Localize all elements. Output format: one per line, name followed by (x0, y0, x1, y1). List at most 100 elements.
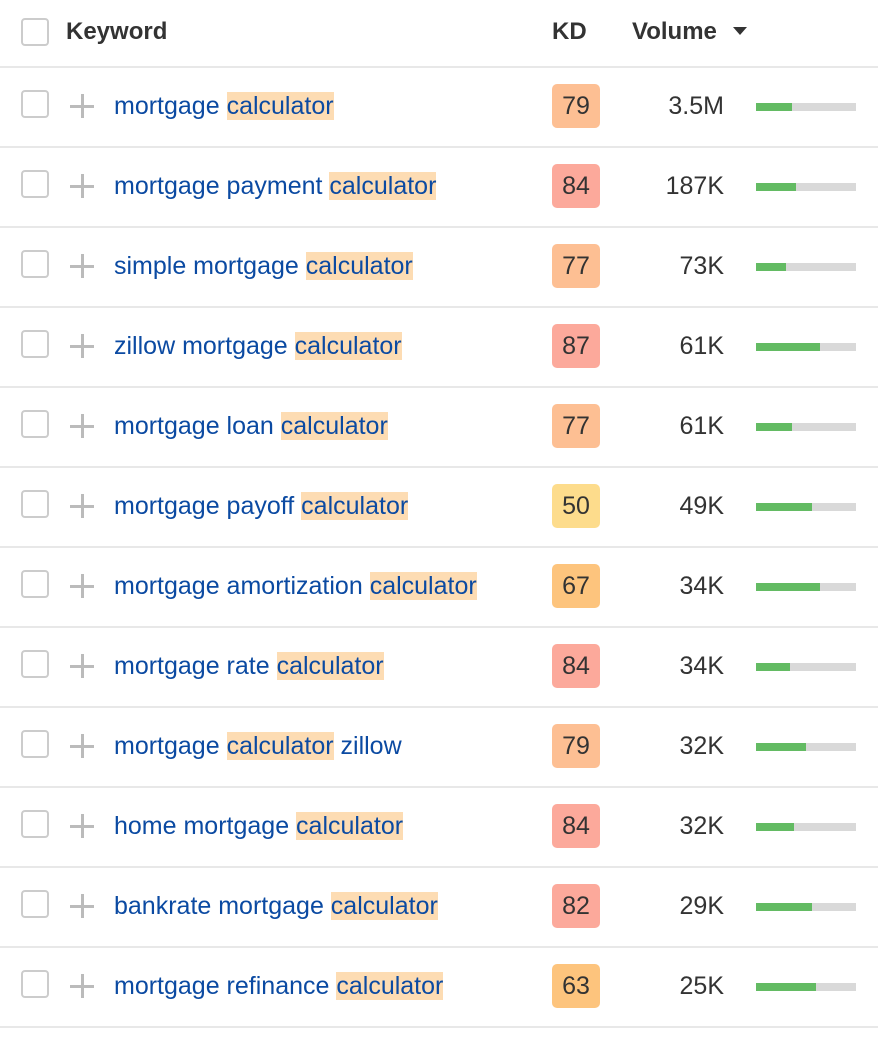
volume-bar (756, 903, 856, 911)
volume-bar (756, 103, 856, 111)
plus-icon[interactable] (70, 734, 94, 758)
volume-bar-fill (756, 983, 816, 991)
row-checkbox[interactable] (21, 890, 49, 918)
volume-bar (756, 583, 856, 591)
kd-badge: 63 (552, 964, 600, 1008)
kd-badge: 84 (552, 164, 600, 208)
table-row: mortgage payment calculator 84 187K (0, 148, 878, 228)
keyword-link[interactable]: mortgage rate calculator (114, 648, 514, 684)
row-checkbox[interactable] (21, 650, 49, 678)
keyword-highlight: calculator (336, 972, 444, 1000)
kd-badge: 79 (552, 84, 600, 128)
keyword-highlight: calculator (294, 332, 402, 360)
plus-icon[interactable] (70, 174, 94, 198)
kd-badge: 84 (552, 804, 600, 848)
volume-bar (756, 503, 856, 511)
keyword-text: zillow mortgage (114, 332, 295, 360)
keyword-column-header[interactable]: Keyword (66, 18, 168, 45)
kd-badge: 67 (552, 564, 600, 608)
volume-value: 61K (679, 332, 724, 360)
kd-badge: 77 (552, 404, 600, 448)
keyword-link[interactable]: bankrate mortgage calculator (114, 888, 514, 924)
table-row: home mortgage calculator 84 32K (0, 788, 878, 868)
keyword-text: mortgage (114, 92, 227, 120)
volume-value: 34K (679, 572, 724, 600)
keyword-highlight: calculator (280, 412, 388, 440)
table-row: zillow mortgage calculator 87 61K (0, 308, 878, 388)
keyword-text: mortgage loan (114, 412, 281, 440)
row-checkbox[interactable] (21, 970, 49, 998)
plus-icon[interactable] (70, 334, 94, 358)
row-checkbox[interactable] (21, 90, 49, 118)
keyword-highlight: calculator (226, 732, 334, 760)
plus-icon[interactable] (70, 414, 94, 438)
table-row: mortgage calculator zillow 79 32K (0, 708, 878, 788)
row-checkbox[interactable] (21, 170, 49, 198)
keyword-link[interactable]: home mortgage calculator (114, 808, 514, 844)
row-checkbox[interactable] (21, 570, 49, 598)
volume-bar (756, 263, 856, 271)
volume-bar-fill (756, 583, 820, 591)
volume-value: 25K (679, 972, 724, 1000)
kd-badge: 77 (552, 244, 600, 288)
plus-icon[interactable] (70, 494, 94, 518)
keyword-link[interactable]: mortgage amortization calculator (114, 568, 514, 604)
keyword-link[interactable]: simple mortgage calculator (114, 248, 514, 284)
plus-icon[interactable] (70, 894, 94, 918)
keyword-text: mortgage payment (114, 172, 330, 200)
volume-column-header[interactable]: Volume (632, 18, 717, 45)
plus-icon[interactable] (70, 974, 94, 998)
volume-value: 61K (679, 412, 724, 440)
volume-bar-fill (756, 903, 812, 911)
kd-badge: 82 (552, 884, 600, 928)
volume-value: 3.5M (668, 92, 724, 120)
keyword-highlight: calculator (305, 252, 413, 280)
table-row: mortgage loan calculator 77 61K (0, 388, 878, 468)
volume-bar-fill (756, 503, 812, 511)
table-row: mortgage refinance calculator 63 25K (0, 948, 878, 1028)
row-checkbox[interactable] (21, 330, 49, 358)
keyword-link[interactable]: mortgage loan calculator (114, 408, 514, 444)
volume-bar (756, 423, 856, 431)
row-checkbox[interactable] (21, 730, 49, 758)
plus-icon[interactable] (70, 254, 94, 278)
caret-down-icon[interactable] (733, 27, 747, 35)
table-header: Keyword KD Volume (0, 0, 878, 68)
volume-bar (756, 983, 856, 991)
keyword-link[interactable]: mortgage payoff calculator (114, 488, 514, 524)
row-checkbox[interactable] (21, 810, 49, 838)
table-row: simple mortgage calculator 77 73K (0, 228, 878, 308)
volume-bar-fill (756, 183, 796, 191)
plus-icon[interactable] (70, 574, 94, 598)
row-checkbox[interactable] (21, 250, 49, 278)
volume-bar-fill (756, 263, 786, 271)
keyword-highlight: calculator (226, 92, 334, 120)
table-row: mortgage amortization calculator 67 34K (0, 548, 878, 628)
volume-value: 32K (679, 812, 724, 840)
volume-bar (756, 343, 856, 351)
keyword-text: mortgage amortization (114, 572, 370, 600)
volume-value: 32K (679, 732, 724, 760)
volume-bar-fill (756, 663, 790, 671)
keyword-link[interactable]: mortgage refinance calculator (114, 968, 514, 1004)
keyword-link[interactable]: mortgage payment calculator (114, 168, 514, 204)
volume-value: 73K (679, 252, 724, 280)
volume-bar (756, 183, 856, 191)
keyword-link[interactable]: zillow mortgage calculator (114, 328, 514, 364)
plus-icon[interactable] (70, 654, 94, 678)
kd-column-header[interactable]: KD (552, 18, 587, 45)
kd-badge: 50 (552, 484, 600, 528)
keyword-text: mortgage rate (114, 652, 277, 680)
keyword-link[interactable]: mortgage calculator zillow (114, 728, 514, 764)
row-checkbox[interactable] (21, 490, 49, 518)
keyword-text: mortgage refinance (114, 972, 337, 1000)
kd-badge: 87 (552, 324, 600, 368)
plus-icon[interactable] (70, 94, 94, 118)
keyword-highlight: calculator (301, 492, 409, 520)
table-row: mortgage rate calculator 84 34K (0, 628, 878, 708)
plus-icon[interactable] (70, 814, 94, 838)
select-all-checkbox[interactable] (21, 18, 49, 46)
keyword-link[interactable]: mortgage calculator (114, 88, 514, 124)
row-checkbox[interactable] (21, 410, 49, 438)
volume-bar (756, 743, 856, 751)
